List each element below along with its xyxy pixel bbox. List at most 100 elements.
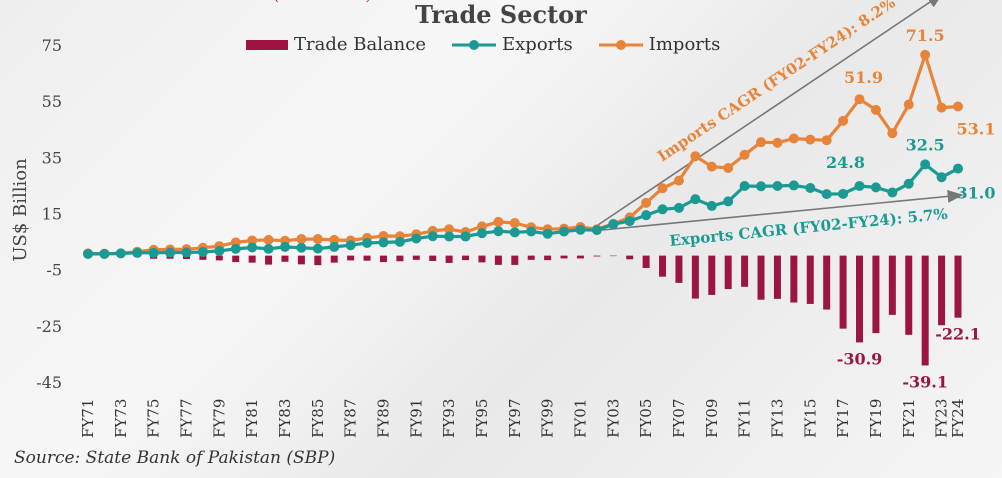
y-tick-label: -25: [36, 317, 62, 336]
exports-marker: [197, 246, 208, 257]
exports-marker: [444, 231, 455, 242]
x-tick-label: FY75: [145, 399, 163, 438]
x-tick-label: FY15: [801, 399, 819, 438]
x-tick-label: FY19: [867, 399, 885, 438]
exports-marker: [263, 243, 274, 254]
x-tick-label: FY01: [572, 399, 590, 438]
x-tick-label: FY24: [949, 399, 967, 438]
exports-marker: [148, 247, 159, 258]
x-tick-label: FY13: [768, 399, 786, 438]
exports-marker: [953, 163, 963, 174]
data-point-labels: 51.9 71.5 53.1 24.8 32.5 31.0 -30.9 -39.1 -22.1: [826, 26, 995, 392]
exports-marker: [739, 180, 750, 191]
trade-balance-bar: [954, 255, 962, 318]
trade-balance-bar: [494, 255, 502, 265]
exports-marker: [608, 219, 619, 230]
imports-marker: [723, 163, 734, 174]
trade-balance-bar: [215, 255, 223, 261]
trade-balance-bar: [445, 255, 453, 263]
trade-balance-bar: [199, 255, 207, 260]
exports-marker: [99, 248, 110, 259]
exports-marker: [821, 189, 832, 200]
imports-marker: [739, 149, 750, 160]
x-tick-label: FY05: [637, 399, 655, 438]
exports-marker: [772, 180, 783, 191]
trade-balance-bar: [921, 255, 929, 366]
trade-balance-bar: [593, 255, 601, 257]
trade-balance-bar: [757, 255, 765, 300]
exports-marker: [936, 172, 947, 183]
exports-marker: [181, 247, 192, 258]
imports-point-label: 53.1: [957, 120, 996, 139]
trade-balance-bar: [462, 255, 470, 261]
x-tick-label: FY03: [604, 399, 622, 438]
trade-balance-bar: [544, 255, 552, 261]
source-note: Source: State Bank of Pakistan (SBP): [14, 448, 336, 468]
imports-marker: [920, 49, 931, 60]
trade-balance-bar: [232, 255, 240, 263]
trade-balance-bar: [330, 255, 338, 263]
imports-marker: [756, 137, 767, 148]
exports-marker: [641, 210, 652, 221]
exports-marker: [165, 247, 176, 258]
exports-marker: [279, 241, 290, 252]
y-axis-ticks: 75 55 35 15 -5 -25 -45: [36, 36, 62, 392]
imports-cagr-arrow: [591, 0, 944, 230]
exports-marker: [723, 196, 734, 207]
imports-point-label: 51.9: [844, 68, 883, 87]
x-tick-label: FY17: [834, 399, 852, 438]
trade-balance-point-label: -30.9: [837, 349, 883, 368]
imports-marker: [838, 115, 849, 126]
exports-marker: [526, 226, 537, 237]
exports-marker: [903, 178, 914, 189]
exports-marker: [657, 204, 668, 215]
legend-item-imports: Imports: [598, 34, 720, 55]
trade-balance-bar: [429, 255, 437, 261]
imports-marker: [509, 218, 520, 229]
trade-balance-bar: [363, 255, 371, 261]
trade-balance-bar: [626, 255, 634, 260]
trade-balance-bar: [281, 255, 289, 262]
trade-balance-bar: [511, 255, 519, 265]
x-tick-label: FY85: [309, 399, 327, 438]
trade-balance-bar: [905, 255, 913, 335]
trade-balance-bar: [609, 255, 617, 257]
imports-marker: [493, 216, 504, 227]
exports-marker: [838, 188, 849, 199]
y-tick-label: 75: [42, 36, 62, 55]
exports-line: [88, 162, 959, 256]
x-tick-label: FY91: [407, 399, 425, 438]
series-lines: [83, 49, 963, 259]
exports-marker: [591, 225, 602, 236]
trade-balance-bar: [478, 255, 486, 263]
trade-balance-bar: [576, 255, 584, 259]
legend-label-trade-balance: Trade Balance: [294, 34, 427, 55]
trade-balance-bar: [888, 255, 896, 315]
trade-balance-bar: [856, 255, 864, 343]
trade-balance-bar: [412, 255, 420, 260]
x-tick-label: FY83: [276, 399, 294, 438]
x-tick-label: FY95: [473, 399, 491, 438]
y-tick-label: 15: [42, 205, 62, 224]
y-tick-label: -5: [46, 261, 62, 280]
trade-balance-bar: [691, 255, 699, 299]
imports-marker: [641, 197, 652, 208]
exports-marker: [493, 226, 504, 237]
trade-balance-bar: [248, 255, 256, 263]
x-tick-label: FY93: [440, 399, 458, 438]
exports-marker: [132, 247, 143, 258]
imports-marker: [772, 137, 783, 148]
trade-balance-swatch: [246, 39, 288, 50]
exports-marker: [476, 228, 487, 239]
exports-marker: [411, 233, 422, 244]
imports-marker: [263, 234, 274, 245]
x-tick-label: FY71: [79, 399, 97, 438]
x-tick-label: FY11: [736, 399, 754, 438]
legend-item-exports: Exports: [452, 34, 573, 55]
imports-marker: [673, 175, 684, 186]
imports-marker: [903, 99, 914, 110]
exports-marker: [706, 200, 717, 211]
x-tick-label: FY23: [933, 399, 951, 438]
trade-balance-bar: [297, 255, 305, 265]
exports-cagr-label: Exports CAGR (FY02-FY24): 5.7%: [669, 205, 949, 250]
